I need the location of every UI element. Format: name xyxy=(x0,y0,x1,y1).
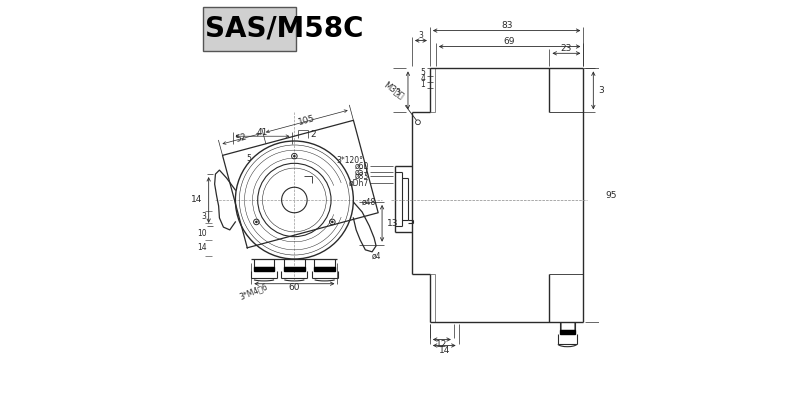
Text: 12: 12 xyxy=(436,340,447,349)
Circle shape xyxy=(332,221,333,222)
Bar xyxy=(284,267,305,271)
Circle shape xyxy=(256,221,257,222)
Text: 95: 95 xyxy=(606,190,617,200)
Text: 52: 52 xyxy=(234,132,248,144)
Text: 5: 5 xyxy=(246,154,251,163)
Text: 105: 105 xyxy=(297,114,316,127)
Text: 2: 2 xyxy=(310,130,316,139)
Text: øDh7: øDh7 xyxy=(349,178,370,187)
Text: 5: 5 xyxy=(420,68,425,76)
Text: 83: 83 xyxy=(501,21,512,30)
Bar xyxy=(254,267,274,271)
Text: 14: 14 xyxy=(438,346,450,355)
Text: 3: 3 xyxy=(202,212,206,221)
Text: M3螺孔: M3螺孔 xyxy=(382,80,416,120)
Text: 4: 4 xyxy=(420,74,425,83)
Text: ø83: ø83 xyxy=(355,172,370,180)
Text: 23: 23 xyxy=(561,44,572,53)
Text: 13: 13 xyxy=(387,220,398,228)
Text: 1: 1 xyxy=(420,80,425,89)
Text: 69: 69 xyxy=(504,37,515,46)
Text: ø57: ø57 xyxy=(355,168,370,176)
Text: 41: 41 xyxy=(257,128,268,137)
Text: 3: 3 xyxy=(598,86,604,95)
Text: ø48: ø48 xyxy=(362,198,376,206)
Text: SAS/M58C: SAS/M58C xyxy=(206,15,364,43)
Text: 10: 10 xyxy=(197,229,206,238)
Text: ø4: ø4 xyxy=(372,251,382,260)
Circle shape xyxy=(294,156,295,157)
Text: 14: 14 xyxy=(197,243,206,252)
Text: 3*120°: 3*120° xyxy=(337,156,364,165)
Text: ø60: ø60 xyxy=(355,162,370,171)
Text: 3: 3 xyxy=(395,88,400,97)
Text: 3*M4深6: 3*M4深6 xyxy=(238,282,270,302)
Bar xyxy=(314,267,335,271)
Text: 3: 3 xyxy=(418,31,423,40)
Text: 60: 60 xyxy=(289,283,300,292)
Bar xyxy=(202,8,296,50)
Bar xyxy=(560,330,575,334)
Text: 14: 14 xyxy=(191,196,202,204)
